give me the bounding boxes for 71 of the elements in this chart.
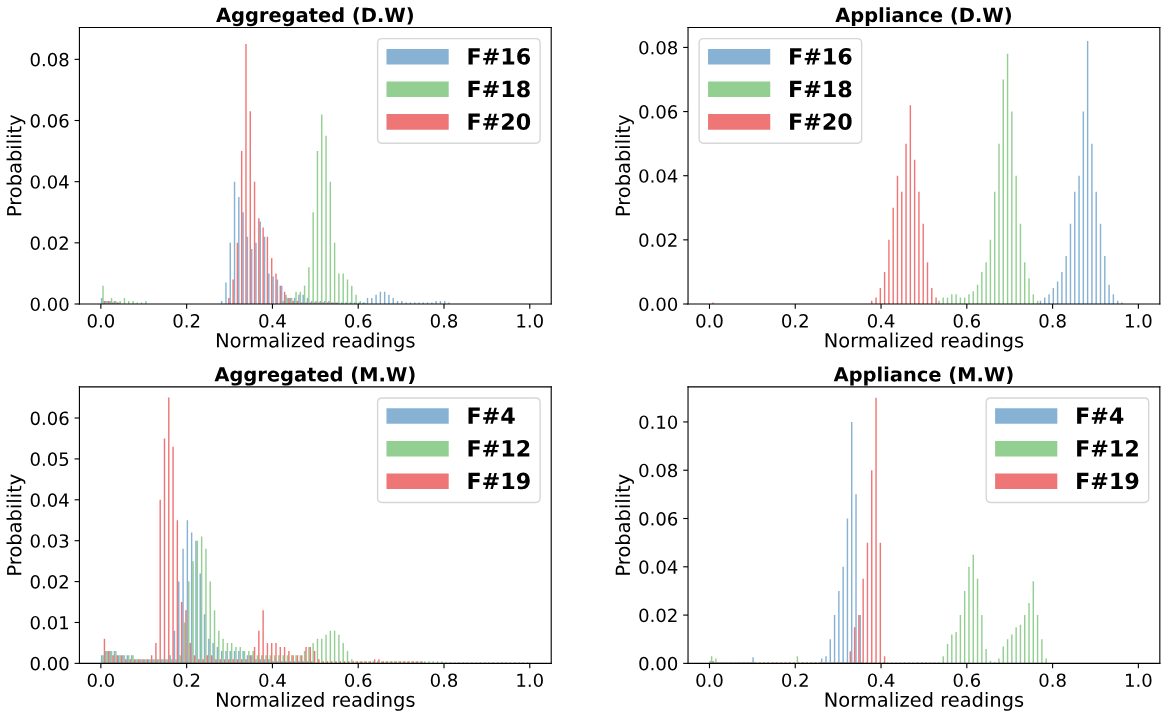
y-axis-title: Probability: [6, 474, 26, 575]
y-tick-label: 0.06: [639, 511, 678, 526]
chart-title: Appliance (M.W): [833, 366, 1013, 386]
x-tick-label: 0.0: [87, 673, 115, 688]
x-axis-title: Normalized readings: [217, 691, 415, 711]
x-tick-label: 0.6: [345, 673, 372, 688]
x-tick-label: 0.8: [430, 673, 458, 688]
x-tick-label: 0.6: [345, 314, 372, 328]
x-tick-label: 0.8: [1039, 673, 1066, 688]
y-tick-label: 0.01: [30, 615, 69, 630]
x-axis-title: Normalized readings: [825, 332, 1024, 352]
x-tick-label: 0.2: [173, 314, 200, 328]
y-tick-label: 0.08: [30, 52, 69, 67]
x-axis-title: Normalized readings: [825, 691, 1024, 711]
y-tick-label: 0.02: [639, 608, 677, 623]
legend-label: F#16: [790, 47, 852, 65]
legend-label: F#4: [1077, 407, 1124, 424]
y-tick-label: 0.04: [30, 493, 69, 507]
legend-label: F#18: [790, 80, 852, 98]
y-tick-label: 0.04: [639, 560, 678, 574]
x-tick-label: 0.2: [782, 314, 808, 328]
chart-title: Appliance (D.W): [835, 7, 1011, 27]
x-tick-label: 0.0: [87, 314, 115, 328]
legend-label: F#18: [468, 80, 530, 98]
y-tick-label: 0.08: [639, 40, 678, 55]
y-tick-label: 0.04: [30, 175, 69, 189]
y-tick-label: 0.06: [30, 411, 69, 426]
y-tick-label: 0.00: [30, 297, 69, 312]
y-axis-title: Probability: [6, 114, 26, 216]
y-tick-label: 0.04: [639, 169, 678, 183]
x-tick-label: 0.8: [430, 314, 458, 328]
x-tick-label: 1.0: [1126, 314, 1152, 328]
legend-label: F#19: [468, 472, 530, 490]
x-tick-label: 0.8: [1039, 314, 1066, 328]
legend-label: F#4: [468, 407, 515, 424]
x-tick-label: 0.6: [953, 314, 981, 328]
legend-label: F#19: [1077, 472, 1139, 490]
x-tick-label: 0.4: [259, 673, 286, 688]
y-tick-label: 0.08: [639, 463, 678, 478]
chart-title: Aggregated (D.W): [216, 7, 413, 27]
legend-label: F#12: [468, 439, 530, 457]
x-tick-label: 0.2: [782, 673, 808, 688]
x-tick-label: 1.0: [1126, 673, 1152, 688]
y-tick-label: 0.05: [30, 452, 69, 467]
chart-title: Aggregated (M.W): [214, 366, 415, 386]
y-tick-label: 0.02: [30, 575, 68, 589]
legend-label: F#12: [1077, 439, 1138, 457]
y-tick-label: 0.10: [639, 415, 678, 430]
legend-label: F#20: [790, 113, 852, 130]
y-tick-label: 0.00: [639, 656, 678, 671]
x-tick-label: 0.4: [867, 314, 895, 328]
x-tick-label: 1.0: [517, 314, 543, 328]
y-tick-label: 0.02: [639, 233, 677, 247]
x-tick-label: 0.0: [696, 314, 723, 328]
y-axis-title: Probability: [615, 474, 634, 575]
x-tick-label: 0.0: [696, 673, 723, 688]
y-tick-label: 0.03: [30, 534, 69, 548]
legend-label: F#20: [468, 113, 531, 130]
x-tick-label: 0.6: [953, 673, 981, 688]
y-axis-title: Probability: [615, 114, 634, 216]
y-tick-label: 0.00: [30, 656, 69, 671]
y-tick-label: 0.06: [30, 113, 69, 128]
x-axis-title: Normalized readings: [217, 332, 415, 352]
x-tick-label: 0.2: [173, 673, 200, 688]
x-tick-label: 1.0: [517, 673, 543, 688]
x-tick-label: 0.4: [259, 314, 286, 328]
legend-label: F#16: [468, 47, 531, 65]
y-tick-label: 0.06: [639, 105, 678, 119]
x-tick-label: 0.4: [867, 673, 895, 688]
y-tick-label: 0.00: [639, 297, 678, 312]
y-tick-label: 0.02: [30, 236, 68, 250]
